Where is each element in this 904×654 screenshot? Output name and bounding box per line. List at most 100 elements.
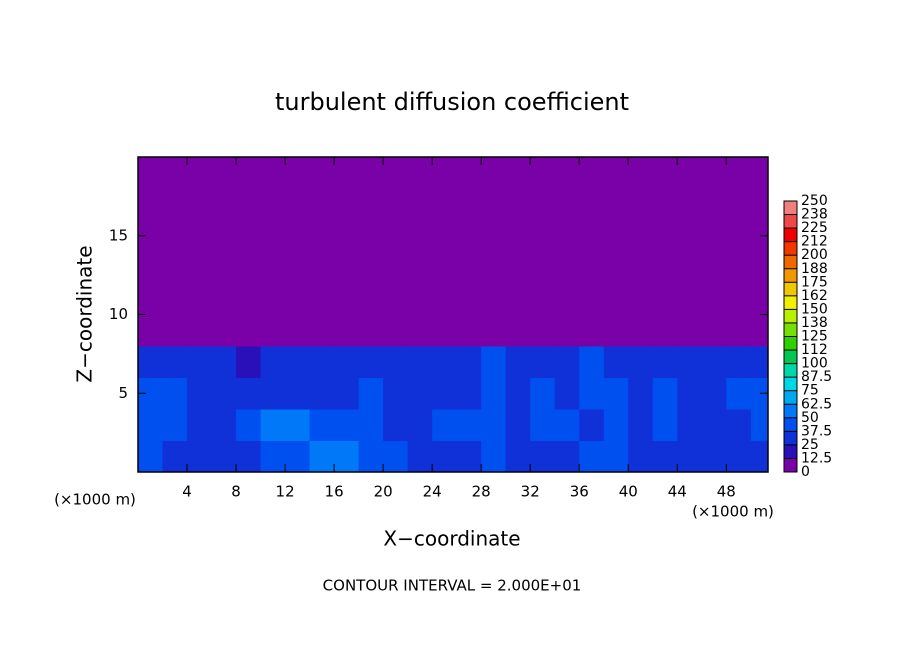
field-cell: [677, 157, 703, 189]
field-cell: [701, 377, 727, 410]
field-cell: [603, 377, 629, 410]
colorbar-label: 175: [801, 274, 828, 290]
x-tick-label: 40: [619, 483, 638, 501]
colorbar-label: 188: [801, 261, 828, 277]
field-cell: [358, 157, 384, 189]
field-cell: [407, 377, 433, 410]
field-cell: [652, 188, 678, 221]
colorbar-label: 75: [801, 383, 819, 399]
field-cell: [481, 220, 507, 252]
field-cell: [285, 377, 311, 410]
field-cell: [285, 346, 311, 378]
colorbar-label: 225: [801, 220, 828, 236]
field-cell: [187, 283, 213, 315]
field-cell: [285, 314, 311, 347]
field-cell: [677, 440, 703, 472]
field-cell: [432, 346, 458, 378]
field-cell: [358, 440, 384, 472]
colorbar-label: 125: [801, 329, 828, 345]
field-cell: [750, 346, 768, 378]
field-cell: [236, 188, 262, 221]
field-cell: [628, 314, 654, 347]
field-cell: [309, 409, 335, 441]
field-cell: [456, 314, 482, 347]
field-cell: [407, 314, 433, 347]
field-cell: [481, 314, 507, 347]
field-cell: [481, 440, 507, 472]
field-cell: [701, 251, 727, 284]
field-cell: [187, 188, 213, 221]
field-cell: [677, 251, 703, 284]
field-cell: [456, 440, 482, 472]
field-cell: [677, 346, 703, 378]
field-cell: [530, 314, 556, 347]
field-cell: [628, 377, 654, 410]
field-cell: [481, 409, 507, 441]
colorbar-swatch: [784, 241, 797, 256]
field-cell: [481, 346, 507, 378]
colorbar-swatch: [784, 336, 797, 351]
field-cell: [481, 377, 507, 410]
field-cell: [334, 251, 360, 284]
field-cell: [505, 314, 531, 347]
field-cell: [236, 220, 262, 252]
field-cell: [579, 188, 605, 221]
x-tick-label: 28: [472, 483, 491, 501]
chart-title: turbulent diffusion coefficient: [275, 88, 629, 116]
field-cell: [162, 440, 188, 472]
field-cell: [652, 377, 678, 410]
field-cell: [211, 346, 237, 378]
field-cell: [579, 409, 605, 441]
field-cell: [383, 188, 409, 221]
field-cell: [750, 220, 768, 252]
field-cell: [407, 251, 433, 284]
field-cell: [162, 188, 188, 221]
field-cell: [383, 409, 409, 441]
field-cell: [652, 409, 678, 441]
field-cell: [726, 314, 752, 347]
field-cell: [334, 188, 360, 221]
field-cell: [407, 283, 433, 315]
field-cell: [236, 314, 262, 347]
field-cell: [677, 188, 703, 221]
field-cell: [211, 251, 237, 284]
x-tick-label: 4: [182, 483, 192, 501]
field-cell: [334, 409, 360, 441]
colorbar-swatch: [784, 228, 797, 242]
field-cell: [530, 346, 556, 378]
field-cell: [260, 377, 286, 410]
field-cell: [701, 409, 727, 441]
field-cell: [530, 283, 556, 315]
colorbar-label: 0: [801, 464, 810, 480]
field-cell: [603, 220, 629, 252]
field-cell: [187, 251, 213, 284]
field-cell: [260, 409, 286, 441]
field-cell: [432, 251, 458, 284]
field-cell: [334, 157, 360, 189]
field-cell: [285, 251, 311, 284]
field-cell: [554, 346, 580, 378]
colorbar-label: 150: [801, 301, 828, 317]
field-cell: [603, 440, 629, 472]
field-cell: [138, 283, 164, 315]
field-cell: [701, 314, 727, 347]
field-cell: [677, 314, 703, 347]
field-cell: [236, 251, 262, 284]
field-cell: [407, 440, 433, 472]
field-cell: [530, 157, 556, 189]
field-cell: [579, 440, 605, 472]
field-cell: [677, 283, 703, 315]
x-tick-label: 24: [423, 483, 442, 501]
field-cell: [456, 157, 482, 189]
colorbar-swatch: [784, 431, 797, 445]
field-cell: [530, 220, 556, 252]
field-cell: [138, 251, 164, 284]
footer: CONTOUR INTERVAL = 2.000E+01: [323, 577, 582, 595]
colorbar-label: 37.5: [801, 423, 832, 439]
field-cell: [603, 188, 629, 221]
field-cell: [211, 314, 237, 347]
colorbar-swatch: [784, 255, 797, 269]
colorbar-label: 250: [801, 193, 828, 209]
field-cell: [726, 220, 752, 252]
field-cell: [187, 440, 213, 472]
